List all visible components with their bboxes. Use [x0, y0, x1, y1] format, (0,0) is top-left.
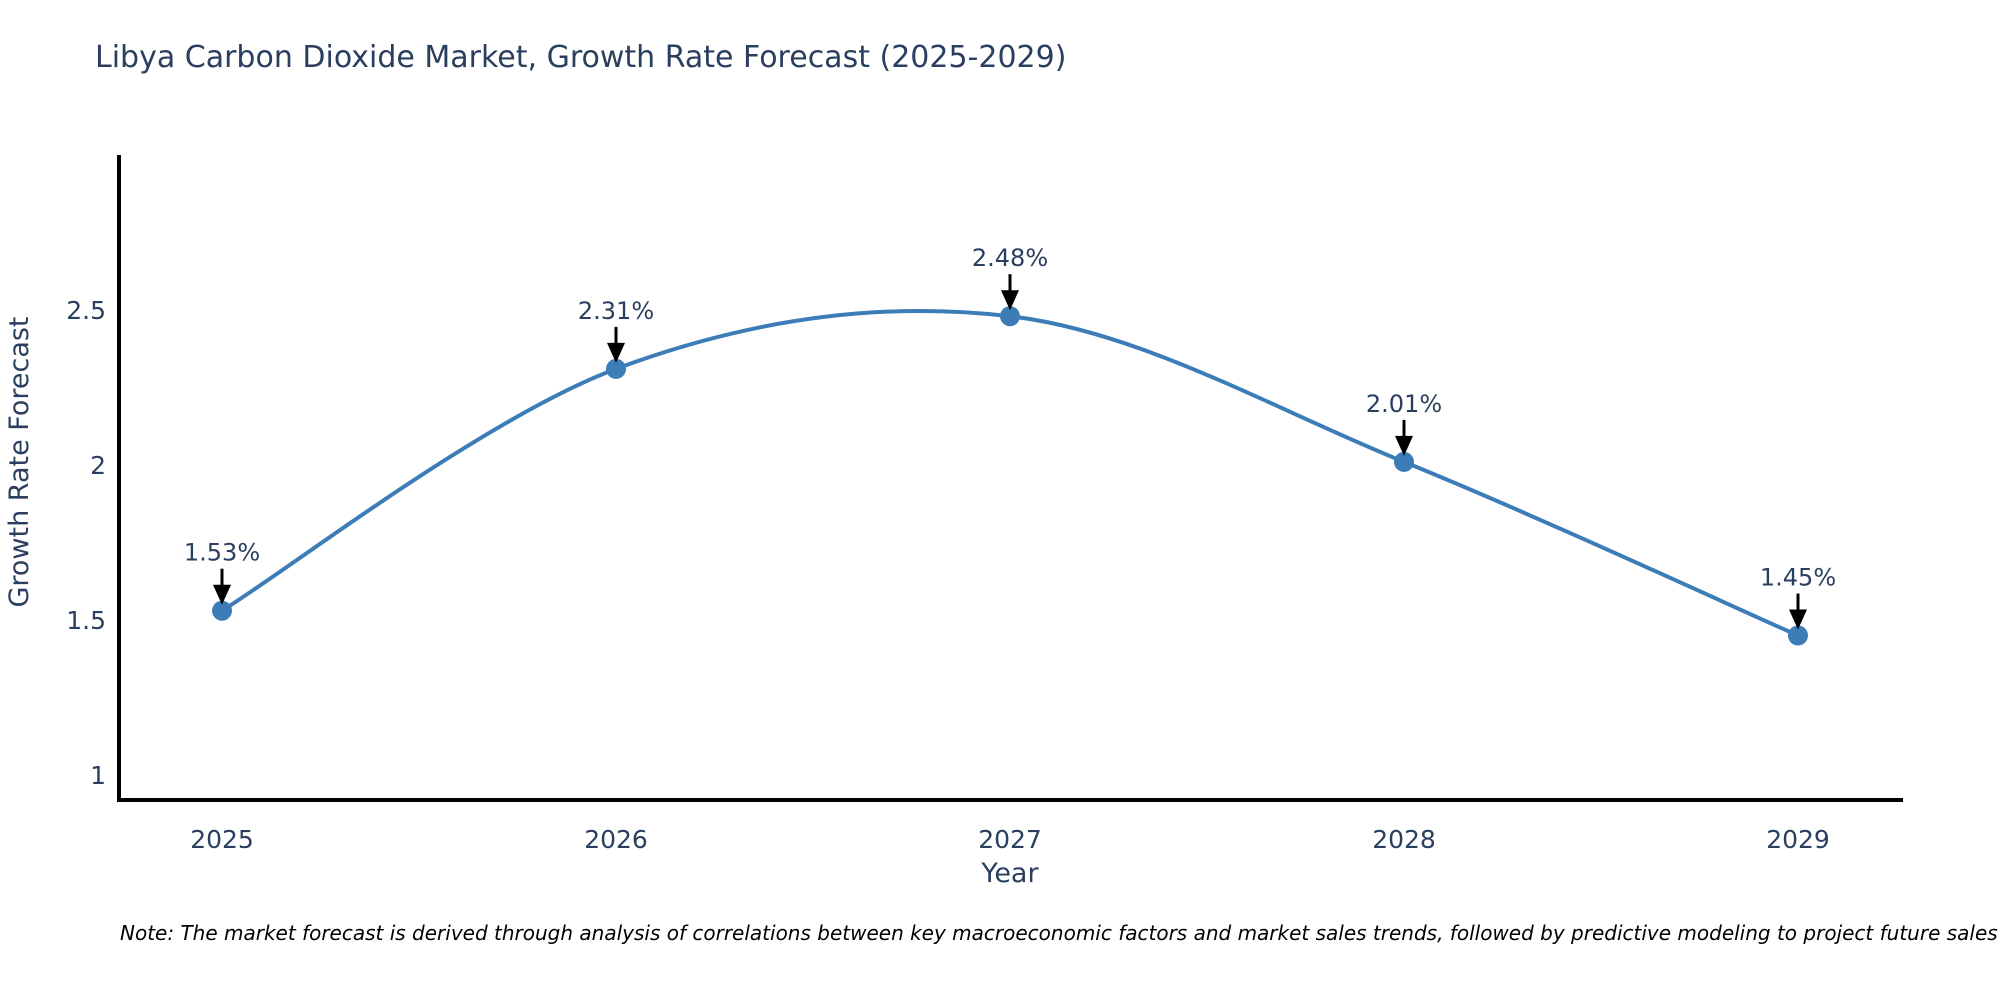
data-point-marker [1394, 451, 1414, 472]
y-tick-label: 1.5 [66, 606, 106, 635]
data-point-label: 1.53% [184, 539, 260, 567]
x-tick-label: 2025 [190, 825, 254, 854]
y-axis-title: Growth Rate Forecast [4, 316, 35, 607]
footnote: Note: The market forecast is derived thr… [120, 921, 1998, 945]
data-point-label: 1.45% [1760, 564, 1836, 592]
point-annotations: 1.53% 2.31% 2.48% 2.01% 1.45% [184, 244, 1836, 630]
trend-line [220, 308, 1799, 638]
x-tick-label: 2026 [584, 825, 648, 854]
y-axis-tick-labels: 1 1.5 2 2.5 [66, 296, 106, 790]
x-axis-title: Year [980, 858, 1039, 889]
y-tick-label: 2.5 [66, 296, 106, 325]
annotation-arrow-head-icon [213, 584, 231, 605]
data-point-label: 2.48% [972, 244, 1048, 272]
annotation-arrow-head-icon [1395, 435, 1413, 456]
x-tick-label: 2027 [978, 825, 1042, 854]
y-tick-label: 1 [90, 761, 106, 790]
data-point-marker [1000, 306, 1020, 327]
y-tick-label: 2 [90, 451, 106, 480]
x-axis-tick-labels: 2025 2026 2027 2028 2029 [190, 825, 1830, 854]
data-point-marker [1788, 625, 1808, 646]
axis-spines [117, 155, 1903, 802]
chart-title: Libya Carbon Dioxide Market, Growth Rate… [95, 40, 1066, 75]
data-point-marker [212, 600, 232, 621]
series-growth-rate [212, 306, 1808, 646]
annotation-arrow-head-icon [1789, 609, 1807, 630]
data-point-marker [606, 358, 626, 379]
x-tick-label: 2029 [1766, 825, 1830, 854]
x-tick-label: 2028 [1372, 825, 1436, 854]
data-point-label: 2.01% [1366, 390, 1442, 418]
annotation-arrow-head-icon [1001, 290, 1019, 311]
annotation-arrow-head-icon [607, 342, 625, 363]
data-point-label: 2.31% [578, 297, 654, 325]
